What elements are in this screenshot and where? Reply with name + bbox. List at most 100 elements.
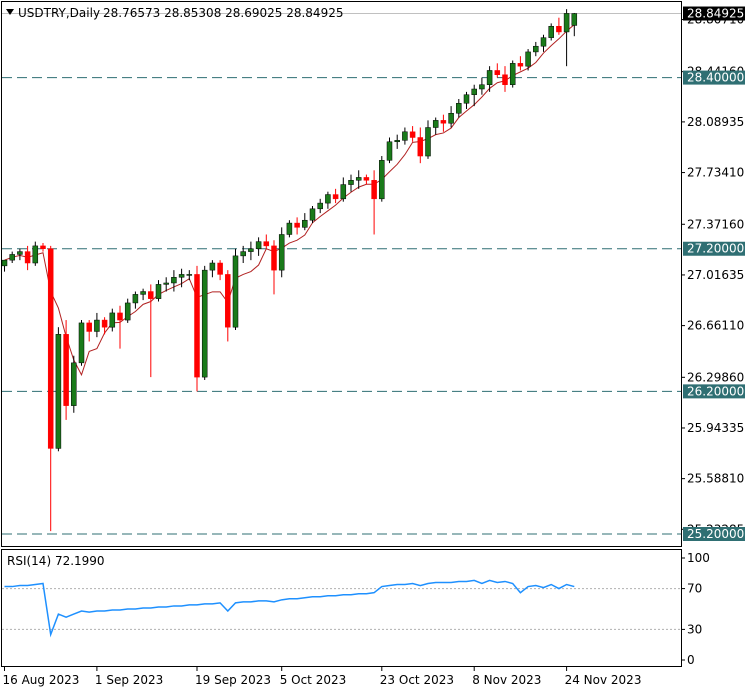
candle — [533, 41, 539, 57]
candle-body — [232, 255, 239, 328]
candle — [417, 127, 424, 164]
candle — [209, 260, 216, 278]
candle — [63, 320, 69, 420]
candle-body — [417, 137, 424, 157]
candle-body — [163, 282, 169, 285]
candle — [332, 188, 339, 204]
candle — [563, 9, 570, 67]
candle-body — [309, 208, 316, 221]
level-tag-label: 26.20000 — [687, 384, 744, 398]
candle-body — [155, 284, 162, 299]
price-tick-label: 25.94335 — [687, 421, 744, 435]
candle — [456, 98, 462, 118]
candle — [294, 217, 300, 235]
candle — [32, 241, 39, 266]
candle-body — [17, 251, 23, 255]
candle — [379, 156, 385, 202]
candle — [271, 240, 277, 295]
candle-body — [355, 177, 362, 181]
candle-body — [171, 277, 177, 284]
candle — [517, 56, 524, 71]
candle — [1, 259, 8, 272]
candle-body — [117, 312, 123, 321]
candle — [101, 317, 108, 335]
level-tag-label: 25.20000 — [687, 527, 744, 541]
time-tick-label: 1 Sep 2023 — [95, 673, 163, 687]
candle — [502, 66, 508, 92]
candle — [217, 260, 223, 281]
candle-body — [332, 194, 339, 200]
candle-body — [101, 319, 108, 328]
candle — [201, 265, 208, 380]
candle — [340, 177, 347, 202]
triangle-down-icon[interactable] — [6, 9, 14, 15]
price-pane-frame — [1, 1, 682, 547]
candle-body — [263, 241, 270, 247]
candle — [432, 117, 439, 135]
candle-body — [186, 274, 193, 276]
candle — [194, 265, 200, 392]
time-tick-label: 19 Sep 2023 — [195, 673, 271, 687]
candle-body — [255, 241, 262, 249]
candle-body — [363, 177, 370, 181]
ma-line — [4, 24, 575, 377]
candle-body — [486, 70, 493, 85]
price-axis: 28.8071028.4416028.0893527.7341027.37160… — [681, 6, 745, 541]
candle-body — [394, 140, 400, 143]
rsi-tick-label: 70 — [687, 582, 702, 596]
candle-body — [278, 234, 285, 271]
candle — [17, 248, 23, 261]
candle — [155, 280, 162, 302]
candle — [94, 312, 100, 338]
candle — [440, 114, 447, 132]
candle-body — [148, 291, 154, 299]
candle-body — [463, 94, 470, 104]
candle-body — [194, 274, 200, 378]
candle-body — [556, 25, 562, 33]
candle-body — [201, 269, 208, 378]
candle-body — [525, 51, 531, 67]
candle-body — [140, 291, 146, 295]
candle — [86, 320, 92, 342]
candle-body — [78, 322, 85, 364]
time-tick-label: 24 Nov 2023 — [565, 673, 642, 687]
candle-body — [109, 312, 116, 328]
candle — [494, 63, 501, 78]
rsi-tick-label: 0 — [687, 653, 695, 667]
candle — [509, 60, 516, 88]
candle-body — [178, 274, 185, 278]
candle-body — [40, 245, 46, 249]
candle-body — [402, 131, 408, 141]
price-tick-label: 27.01635 — [687, 268, 744, 282]
candle-body — [86, 322, 92, 332]
candle — [286, 220, 293, 238]
candle-body — [440, 120, 447, 124]
candle — [117, 305, 123, 349]
candle-body — [302, 219, 308, 228]
time-tick-label: 16 Aug 2023 — [3, 673, 80, 687]
candles — [1, 9, 578, 532]
candle — [232, 248, 239, 331]
candle — [448, 106, 454, 128]
candle-body — [124, 302, 131, 321]
time-tick-label: 23 Oct 2023 — [380, 673, 454, 687]
candle-body — [540, 37, 547, 47]
candle-body — [286, 222, 293, 235]
price-tick-label: 25.58810 — [687, 472, 744, 486]
rsi-indicator: 100 70 30 0 — [2, 551, 710, 667]
rsi-tick-label: 100 — [687, 551, 710, 565]
current-price-tag — [683, 6, 745, 21]
level-tag-label: 28.40000 — [687, 71, 744, 85]
candle-body — [132, 294, 139, 304]
price-tick-label: 26.66110 — [687, 319, 744, 333]
level-tag — [683, 384, 745, 399]
candle — [248, 241, 254, 261]
candle — [348, 174, 354, 192]
candle — [402, 127, 408, 145]
candle — [55, 327, 62, 452]
candle-body — [63, 334, 69, 406]
candle-body — [479, 84, 485, 90]
candle — [309, 205, 316, 224]
candle — [371, 170, 377, 235]
